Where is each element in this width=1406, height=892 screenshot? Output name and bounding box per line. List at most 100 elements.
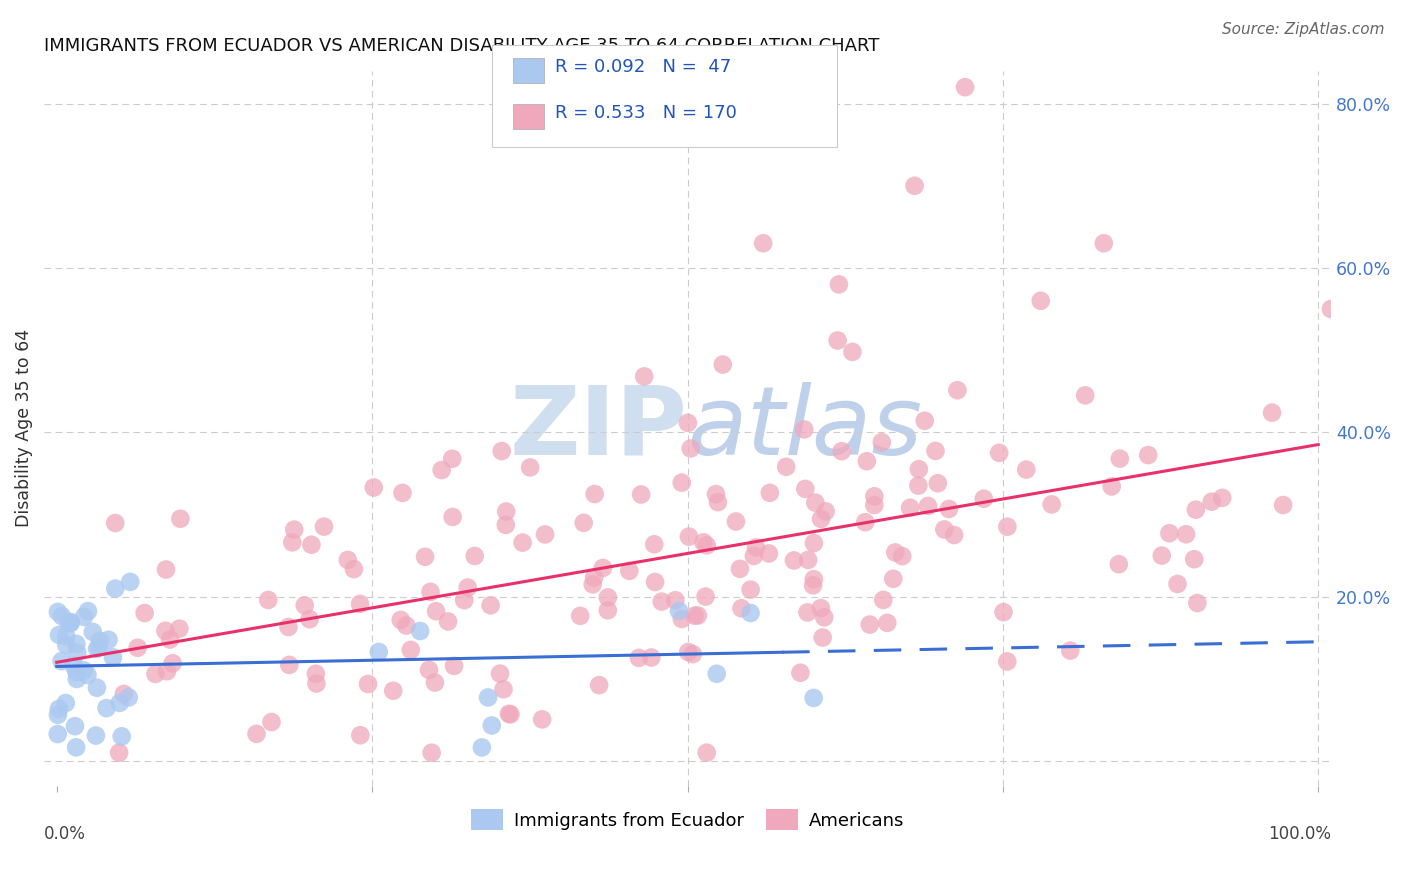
Point	[775, 459, 797, 474]
Point	[294, 599, 316, 613]
Point	[934, 523, 956, 537]
Point	[856, 454, 879, 468]
Point	[498, 706, 520, 721]
Point	[759, 486, 782, 500]
Point	[813, 610, 835, 624]
Point	[724, 515, 747, 529]
Text: 100.0%: 100.0%	[1268, 825, 1331, 843]
Point	[48, 702, 70, 716]
Point	[281, 535, 304, 549]
Point	[96, 701, 118, 715]
Point	[46, 707, 69, 722]
Point	[395, 618, 418, 632]
Point	[914, 414, 936, 428]
Point	[391, 486, 413, 500]
Point	[908, 462, 931, 476]
Point	[793, 422, 815, 436]
Legend: Immigrants from Ecuador, Americans: Immigrants from Ecuador, Americans	[464, 802, 911, 838]
Text: 0.0%: 0.0%	[44, 825, 86, 843]
Point	[1040, 497, 1063, 511]
Point	[512, 535, 534, 549]
Point	[298, 612, 321, 626]
Point	[48, 628, 70, 642]
Point	[58, 615, 80, 630]
Point	[783, 553, 806, 567]
Point	[884, 545, 907, 559]
Point	[695, 590, 717, 604]
Point	[382, 683, 405, 698]
Point	[495, 504, 517, 518]
Text: ZIP: ZIP	[509, 382, 688, 475]
Point	[924, 443, 946, 458]
Point	[73, 610, 96, 624]
Point	[257, 593, 280, 607]
Point	[1261, 406, 1284, 420]
Point	[471, 740, 494, 755]
Point	[696, 746, 718, 760]
Point	[299, 538, 322, 552]
Point	[363, 481, 385, 495]
Point	[1159, 526, 1181, 541]
Point	[1150, 549, 1173, 563]
Point	[953, 80, 976, 95]
Point	[453, 593, 475, 607]
Point	[169, 512, 191, 526]
Point	[101, 650, 124, 665]
Point	[927, 476, 949, 491]
Point	[804, 495, 827, 509]
Point	[1201, 494, 1223, 508]
Point	[643, 537, 665, 551]
Point	[841, 345, 863, 359]
Point	[831, 444, 853, 458]
Point	[423, 675, 446, 690]
Point	[87, 640, 110, 655]
Point	[477, 690, 499, 705]
Point	[46, 727, 69, 741]
Point	[59, 616, 82, 631]
Point	[65, 637, 87, 651]
Point	[730, 601, 752, 615]
Point	[683, 608, 706, 623]
Point	[797, 553, 820, 567]
Point	[1211, 491, 1233, 505]
Point	[134, 606, 156, 620]
Text: IMMIGRANTS FROM ECUADOR VS AMERICAN DISABILITY AGE 35 TO 64 CORRELATION CHART: IMMIGRANTS FROM ECUADOR VS AMERICAN DISA…	[44, 37, 880, 55]
Point	[678, 530, 700, 544]
Point	[644, 574, 666, 589]
Point	[156, 665, 179, 679]
Point	[758, 546, 780, 560]
Point	[863, 489, 886, 503]
Point	[443, 659, 465, 673]
Point	[277, 620, 299, 634]
Point	[917, 499, 939, 513]
Point	[278, 657, 301, 672]
Point	[84, 729, 107, 743]
Point	[801, 578, 824, 592]
Point	[389, 613, 412, 627]
Point	[592, 561, 614, 575]
Point	[441, 510, 464, 524]
Point	[988, 446, 1011, 460]
Point	[104, 582, 127, 596]
Point	[619, 564, 641, 578]
Point	[943, 528, 966, 542]
Point	[704, 487, 727, 501]
Point	[794, 482, 817, 496]
Point	[1182, 552, 1205, 566]
Point	[891, 549, 914, 564]
Point	[430, 463, 453, 477]
Point	[305, 666, 328, 681]
Point	[583, 571, 606, 585]
Y-axis label: Disability Age 35 to 64: Disability Age 35 to 64	[15, 329, 32, 527]
Point	[627, 651, 650, 665]
Point	[65, 665, 87, 680]
Point	[1029, 293, 1052, 308]
Point	[108, 746, 131, 760]
Point	[993, 605, 1015, 619]
Point	[1108, 558, 1130, 572]
Point	[1185, 502, 1208, 516]
Point	[357, 677, 380, 691]
Point	[312, 519, 335, 533]
Point	[349, 728, 371, 742]
Point	[686, 608, 709, 623]
